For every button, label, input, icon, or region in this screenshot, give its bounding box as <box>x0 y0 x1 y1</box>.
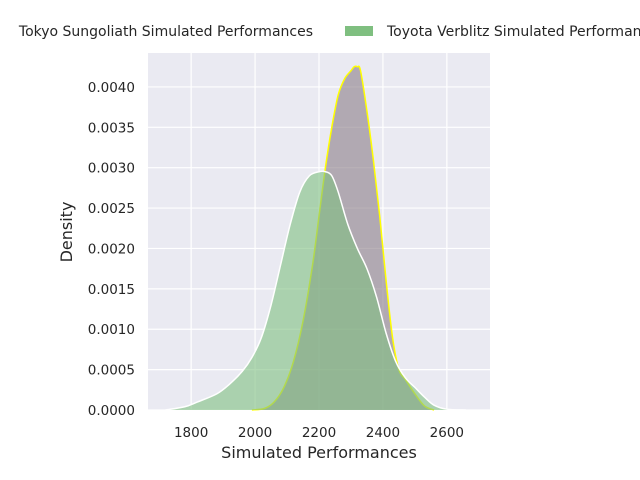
y-axis-label: Density <box>57 202 76 263</box>
legend-swatch-toyota <box>345 26 373 36</box>
legend: Tokyo Sungoliath Simulated Performances … <box>18 24 640 40</box>
legend-label-tokyo: Tokyo Sungoliath Simulated Performances <box>18 24 313 40</box>
y-tick-label: 0.0040 <box>88 80 135 96</box>
x-tick-label: 2200 <box>302 425 336 441</box>
x-tick-label: 2000 <box>238 425 272 441</box>
y-tick-label: 0.0030 <box>88 161 135 177</box>
y-tick-label: 0.0000 <box>88 403 135 419</box>
x-tick-label: 2400 <box>366 425 400 441</box>
y-tick-labels: 0.0000 0.0005 0.0010 0.0015 0.0020 0.0025 0.00… <box>88 80 135 419</box>
x-tick-labels: 1800 2000 2200 2400 2600 <box>174 425 464 441</box>
density-line-1 <box>165 170 467 411</box>
y-tick-label: 0.0005 <box>88 363 135 379</box>
density-areas <box>165 65 467 411</box>
legend-label-toyota: Toyota Verblitz Simulated Performances <box>386 24 640 40</box>
y-tick-label: 0.0035 <box>88 120 135 136</box>
x-axis-label: Simulated Performances <box>221 443 417 462</box>
y-tick-label: 0.0010 <box>88 322 135 338</box>
y-tick-label: 0.0025 <box>88 201 135 217</box>
y-tick-label: 0.0020 <box>88 241 135 257</box>
y-tick-label: 0.0015 <box>88 282 135 298</box>
x-tick-label: 1800 <box>174 425 208 441</box>
x-tick-label: 2600 <box>430 425 464 441</box>
